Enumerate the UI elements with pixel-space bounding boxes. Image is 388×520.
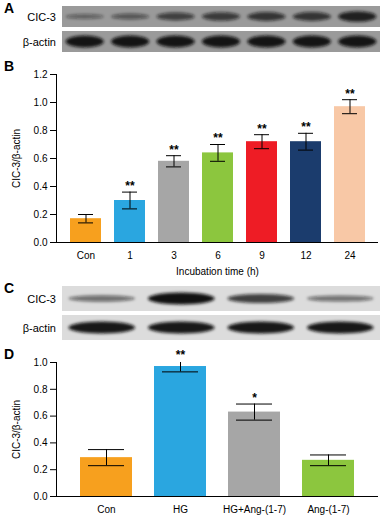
svg-text:**: ** (125, 179, 135, 193)
svg-text:0.6: 0.6 (34, 153, 48, 164)
svg-text:CIC-3: CIC-3 (27, 293, 56, 305)
svg-text:**: ** (257, 122, 267, 136)
svg-text:1.0: 1.0 (34, 357, 48, 368)
svg-text:0.2: 0.2 (34, 209, 48, 220)
svg-text:*: * (252, 391, 257, 405)
svg-text:**: ** (213, 131, 223, 145)
svg-text:**: ** (345, 87, 355, 101)
svg-text:0.4: 0.4 (34, 181, 48, 192)
svg-text:0.0: 0.0 (34, 491, 48, 502)
html-text:D: D (4, 346, 15, 362)
svg-text:0.2: 0.2 (34, 464, 48, 475)
svg-text:**: ** (169, 143, 179, 157)
svg-text:0.8: 0.8 (34, 125, 48, 136)
html-text:B: B (4, 58, 15, 74)
svg-text:1: 1 (127, 250, 133, 261)
svg-text:CIC-3/β-actin: CIC-3/β-actin (11, 129, 22, 188)
svg-text:1.2: 1.2 (34, 69, 48, 80)
svg-text:24: 24 (344, 250, 356, 261)
svg-text:CIC-3: CIC-3 (27, 11, 56, 23)
svg-text:HG: HG (173, 504, 188, 515)
svg-text:**: ** (301, 120, 311, 134)
svg-text:12: 12 (300, 250, 312, 261)
html-text:A: A (4, 0, 15, 16)
svg-text:**: ** (176, 348, 186, 362)
svg-text:β-actin: β-actin (23, 36, 56, 48)
svg-text:Ang-(1-7): Ang-(1-7) (307, 504, 349, 515)
svg-text:3: 3 (171, 250, 177, 261)
svg-text:6: 6 (215, 250, 221, 261)
svg-text:Con: Con (77, 250, 95, 261)
svg-text:HG+Ang-(1-7): HG+Ang-(1-7) (223, 504, 286, 515)
svg-text:0.0: 0.0 (34, 237, 48, 248)
svg-text:Con: Con (97, 504, 115, 515)
html-text:C: C (4, 280, 15, 296)
svg-text:0.4: 0.4 (34, 437, 48, 448)
svg-text:β-actin: β-actin (23, 322, 56, 334)
svg-text:0.8: 0.8 (34, 384, 48, 395)
svg-text:1.0: 1.0 (34, 97, 48, 108)
svg-text:CIC-3/β-actin: CIC-3/β-actin (11, 400, 22, 459)
svg-text:9: 9 (259, 250, 265, 261)
svg-text:Incubation time (h): Incubation time (h) (176, 266, 259, 277)
svg-text:0.6: 0.6 (34, 410, 48, 421)
